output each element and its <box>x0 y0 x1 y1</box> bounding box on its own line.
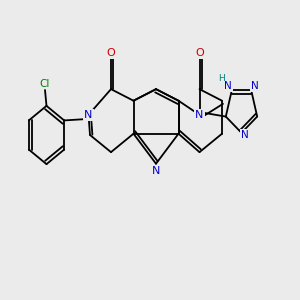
Text: N: N <box>241 130 249 140</box>
Text: N: N <box>195 110 204 120</box>
Text: Cl: Cl <box>40 79 50 88</box>
Text: O: O <box>195 48 204 58</box>
Text: N: N <box>84 110 93 120</box>
Text: N: N <box>251 81 259 91</box>
Text: H: H <box>218 74 225 83</box>
Text: O: O <box>106 48 116 58</box>
Text: N: N <box>224 81 232 91</box>
Text: N: N <box>152 167 160 176</box>
